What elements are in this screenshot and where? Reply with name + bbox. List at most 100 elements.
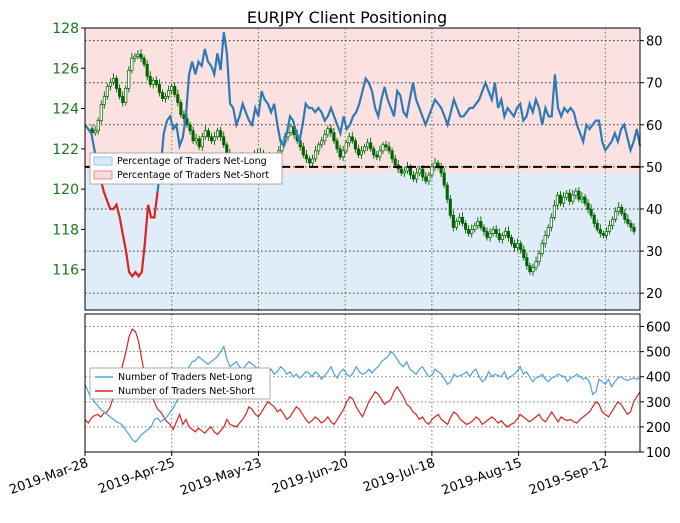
candle-body [197,138,201,148]
candle-body [583,196,587,204]
candle-body [127,69,131,89]
candle-body [623,212,627,220]
date-axis: 2019-Mar-28 2019-Apr-25 2019-May-23 2019-Ju… [8,452,611,499]
candle-body [427,174,431,182]
date-tick-label: 2019-Jun-20 [270,456,350,497]
candle-body [304,154,308,160]
legend-swatch-net-short [93,170,113,180]
candle-body [289,126,293,134]
price-tick-label: 116 [52,263,79,279]
candle-body [540,243,544,254]
net-short-percent-line [96,166,159,279]
candle-body [519,243,523,250]
candle-body [546,227,550,236]
candle-body [629,223,633,228]
candle-body [509,237,514,244]
candle-body [390,150,394,160]
candle-body [500,235,504,240]
candle-body [626,219,630,224]
candle-body [464,223,468,230]
candle-body [151,80,155,85]
candle-body [531,267,535,273]
candle-body [614,210,618,220]
candle-body [301,146,305,156]
candle-body [485,231,489,238]
price-axis: 116 118 120 122 124 126 128 [52,21,85,279]
candle-body [200,136,204,148]
candle-body [549,216,553,228]
top-panel-frame [84,27,641,311]
candle-body [347,136,351,144]
candle-body [356,148,360,156]
candle-body [445,184,449,200]
candle-body [537,253,541,263]
price-tick-label: 124 [52,102,79,118]
candle-body [96,120,100,132]
legend-label-count-net-long: Number of Traders Net-Long [118,372,252,383]
candle-body [479,221,483,228]
candle-body [433,162,437,168]
candle-body [317,144,321,152]
candle-body [568,192,572,202]
candle-body [562,196,566,204]
date-tick-label: 2019-Aug-15 [440,456,524,499]
date-tick-label: 2019-May-23 [178,456,264,499]
candle-body [467,229,471,234]
count-tick-label: 300 [646,396,671,411]
candle-body [219,130,223,138]
candle-body [632,227,636,232]
candle-body [620,206,624,214]
candle-body [589,208,593,216]
candle-body [451,214,455,228]
candle-body [430,166,434,176]
candle-body [212,136,217,142]
net-short-count-line [84,328,641,436]
count-tick-label: 100 [646,446,671,461]
legend-label-net-long: Percentage of Traders Net-Long [117,156,267,167]
candle-body [209,136,214,142]
net-long-count-line [84,345,641,443]
top-legend: Percentage of Traders Net-Long Percentag… [89,152,283,185]
candle-body [525,257,529,267]
candle-body [555,194,560,206]
count-axis: 100 200 300 400 500 600 [640,321,671,461]
candle-body [574,190,578,196]
candle-body [203,130,207,138]
percent-tick-label: 20 [646,287,663,302]
candle-body [341,150,345,158]
candle-body [225,144,229,154]
candle-body [320,140,324,146]
candle-body [99,104,103,122]
candle-body [522,249,526,258]
legend-swatch-net-long [93,156,113,166]
candle-body [598,229,602,234]
candle-body [516,243,520,248]
candle-body [163,96,168,99]
candle-body [176,94,180,103]
date-tick-label: 2019-Mar-28 [8,456,91,498]
candle-body [372,148,376,156]
candle-body [124,88,128,103]
candle-body [335,140,339,150]
bottom-panel: 100 200 300 400 500 600 2019-Mar-28 2019-Apr-2… [8,313,671,499]
price-tick-label: 128 [52,21,79,37]
candle-body [121,96,125,103]
percent-tick-label: 40 [646,203,663,218]
candle-body [105,86,109,97]
candle-body [191,130,195,142]
candle-body [102,96,106,105]
candle-body [460,216,465,224]
candle-body [534,261,538,269]
candle-body [611,219,615,226]
candle-body [543,235,547,244]
candle-body [375,154,379,158]
price-tick-label: 126 [52,61,79,77]
candle-body [167,90,171,97]
candle-body [130,57,134,71]
price-tick-label: 120 [52,182,79,198]
candle-body [604,231,608,236]
candle-body [160,92,165,99]
candle-body [503,231,507,236]
candle-body [179,102,183,115]
candle-body [571,194,575,202]
